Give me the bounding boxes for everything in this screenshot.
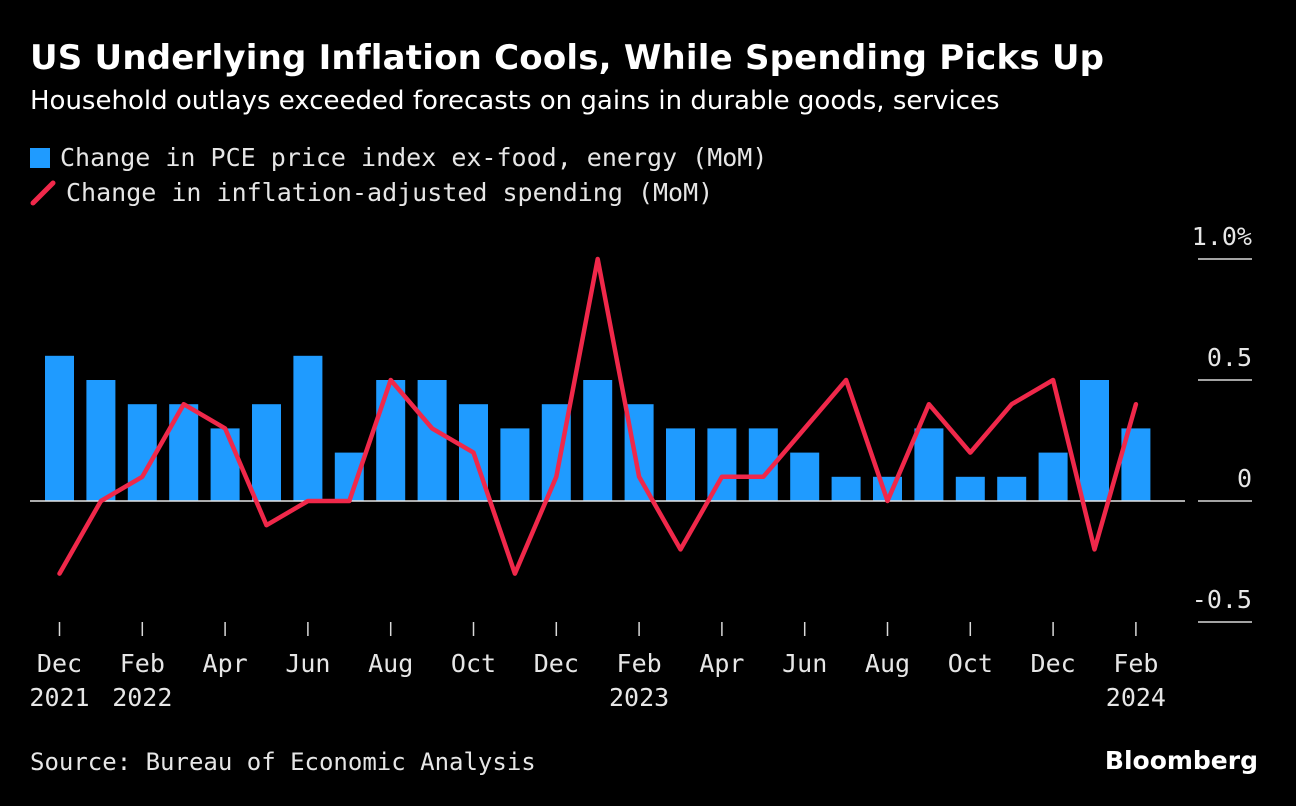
line-point [141, 475, 144, 478]
bar [583, 380, 613, 501]
legend-swatch-bar [30, 147, 50, 168]
x-tick-month: Dec [37, 649, 82, 678]
x-tick-month: Aug [368, 649, 413, 678]
y-tick-label: 0.5 [1207, 343, 1252, 372]
line-point [1052, 379, 1055, 381]
line-point [99, 500, 102, 502]
x-tick-month: Dec [534, 649, 579, 678]
y-tick-label: 0 [1237, 464, 1252, 493]
bar [914, 428, 944, 501]
x-tick-year: 2022 [112, 683, 172, 712]
bar [666, 428, 695, 501]
line-point [762, 475, 765, 478]
chart-title: US Underlying Inflation Cools, While Spe… [30, 38, 1105, 78]
bar [417, 380, 447, 501]
line-point [886, 500, 889, 502]
bar [45, 355, 74, 501]
line-point [555, 475, 558, 478]
x-tick-month: Apr [699, 649, 744, 678]
x-tick-year: 2021 [29, 683, 89, 712]
legend-item-spending: Change in inflation-adjusted spending (M… [30, 178, 713, 207]
line-point [472, 451, 475, 454]
line-point [596, 258, 599, 260]
line-point [638, 475, 641, 478]
line-point [845, 379, 848, 381]
bar [1038, 452, 1068, 501]
bar [293, 355, 323, 501]
bar [707, 428, 737, 501]
line-point [431, 427, 434, 430]
x-tick-month: Feb [1113, 649, 1158, 678]
bar [997, 476, 1027, 501]
y-tick-label: -0.5 [1192, 585, 1252, 614]
line-point [1134, 403, 1137, 406]
line-point [803, 427, 806, 430]
x-tick-month: Oct [451, 649, 496, 678]
line-point [306, 500, 309, 502]
bar [790, 452, 820, 501]
bar [1080, 380, 1109, 501]
bar [831, 476, 861, 501]
line-point [265, 524, 268, 527]
legend-swatch-line [30, 180, 56, 205]
x-tick-year: 2023 [609, 683, 669, 712]
line-point [58, 572, 61, 575]
chart-subtitle: Household outlays exceeded forecasts on … [30, 86, 1000, 116]
bar [252, 404, 281, 501]
x-tick-month: Dec [1031, 649, 1076, 678]
line-point [389, 379, 392, 381]
source-note: Source: Bureau of Economic Analysis [30, 748, 536, 776]
x-tick-month: Feb [120, 649, 165, 678]
line-point [348, 500, 351, 502]
line-point [224, 427, 227, 430]
x-tick-month: Jun [782, 649, 827, 678]
line-point [679, 548, 682, 551]
bloomberg-logo: Bloomberg [1104, 746, 1258, 775]
line-point [513, 572, 516, 575]
x-tick-month: Feb [617, 649, 662, 678]
bar [210, 428, 240, 501]
line-point [720, 475, 723, 478]
bar [376, 380, 406, 501]
bar [500, 428, 530, 501]
line-point [969, 451, 972, 454]
bar [127, 404, 157, 501]
bar [86, 380, 116, 501]
line-point [182, 403, 185, 406]
legend-label-core-pce: Change in PCE price index ex-food, energ… [60, 143, 768, 172]
x-tick-month: Aug [865, 649, 910, 678]
bar [955, 476, 985, 501]
legend-label-spending: Change in inflation-adjusted spending (M… [66, 178, 714, 207]
y-tick-label: 1.0% [1192, 222, 1252, 251]
legend-item-core-pce: Change in PCE price index ex-food, energ… [30, 143, 767, 172]
line-point [1093, 548, 1096, 551]
x-tick-month: Jun [285, 649, 330, 678]
x-tick-month: Apr [203, 649, 248, 678]
x-tick-year: 2024 [1106, 683, 1166, 712]
line-point [927, 403, 930, 406]
x-tick-month: Oct [948, 649, 993, 678]
line-point [1010, 403, 1013, 406]
